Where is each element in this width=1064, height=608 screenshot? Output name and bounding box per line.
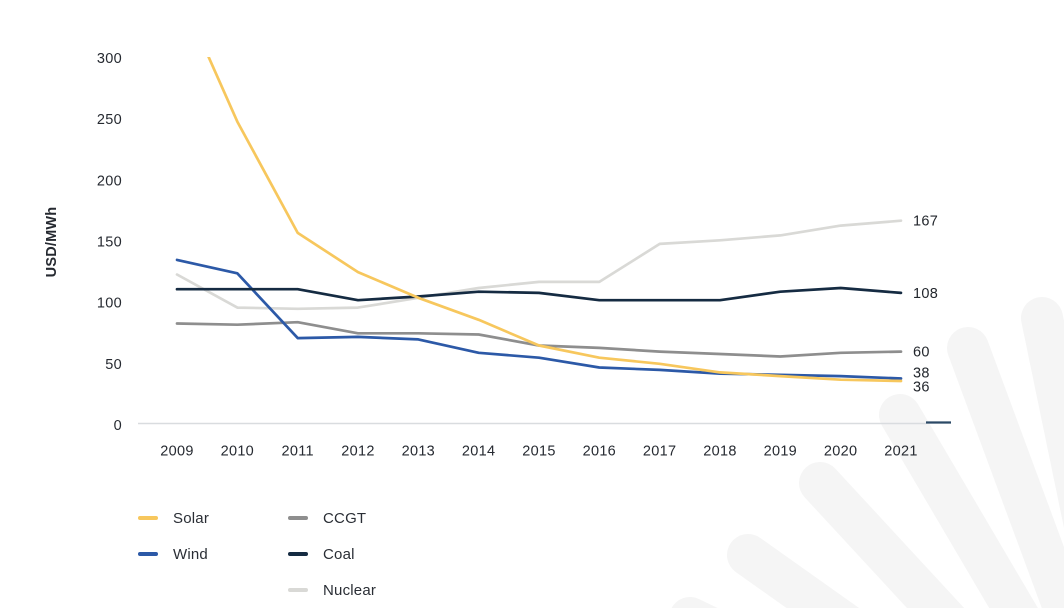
legend: Solar Wind CCGT Coal Nuclear: [138, 500, 376, 608]
x-tick-label: 2021: [884, 444, 917, 460]
sunburst-ray: [947, 327, 1064, 608]
legend-label: Coal: [323, 545, 355, 563]
legend-label: Wind: [173, 545, 208, 563]
x-tick-label: 2017: [643, 444, 676, 460]
sunburst-ray: [727, 534, 860, 608]
series-end-value: 36: [913, 380, 930, 396]
legend-item-nuclear: Nuclear: [288, 572, 376, 608]
legend-column-2: CCGT Coal Nuclear: [288, 500, 376, 608]
sunburst-ray: [879, 394, 1038, 608]
y-tick-label: 50: [105, 357, 122, 373]
x-tick-label: 2011: [281, 444, 313, 460]
x-tick-label: 2014: [462, 444, 495, 460]
legend-label: Solar: [173, 509, 210, 527]
y-tick-label: 250: [97, 112, 122, 128]
series-line-wind: [175, 258, 903, 380]
y-tick-label: 0: [114, 418, 122, 434]
series-line-coal: [175, 286, 903, 302]
series-end-value: 38: [913, 366, 930, 382]
y-axis-label: USD/MWh: [44, 206, 60, 278]
series-line-nuclear: [175, 219, 903, 311]
x-tick-label: 2019: [764, 444, 797, 460]
series-end-value: 108: [913, 286, 938, 302]
legend-item-solar: Solar: [138, 500, 288, 536]
x-tick-label: 2010: [221, 444, 254, 460]
sunburst-ray: [799, 462, 965, 608]
legend-column-1: Solar Wind: [138, 500, 288, 608]
x-tick-label: 2009: [160, 444, 193, 460]
y-tick-label: 300: [97, 51, 122, 67]
y-tick-label: 150: [97, 235, 122, 251]
y-tick-label: 100: [97, 296, 122, 312]
y-tick-label: 200: [97, 173, 122, 189]
x-tick-label: 2016: [583, 444, 616, 460]
legend-swatch-ccgt: [288, 516, 308, 520]
legend-swatch-nuclear: [288, 588, 308, 592]
series-end-value: 167: [913, 214, 938, 230]
legend-item-ccgt: CCGT: [288, 500, 376, 536]
legend-item-wind: Wind: [138, 536, 288, 572]
legend-swatch-solar: [138, 516, 158, 520]
legend-label: CCGT: [323, 509, 367, 527]
x-tick-label: 2013: [402, 444, 435, 460]
x-tick-label: 2020: [824, 444, 857, 460]
x-tick-label: 2015: [522, 444, 555, 460]
legend-swatch-coal: [288, 552, 308, 556]
series-line-solar: [207, 57, 903, 383]
legend-label: Nuclear: [323, 581, 377, 599]
x-tick-label: 2018: [703, 444, 736, 460]
sunburst-ray: [1021, 297, 1064, 528]
x-tick-label: 2012: [341, 444, 374, 460]
series-line-ccgt: [175, 320, 903, 358]
legend-swatch-wind: [138, 552, 158, 556]
series-end-value: 60: [913, 345, 930, 361]
legend-item-coal: Coal: [288, 536, 376, 572]
